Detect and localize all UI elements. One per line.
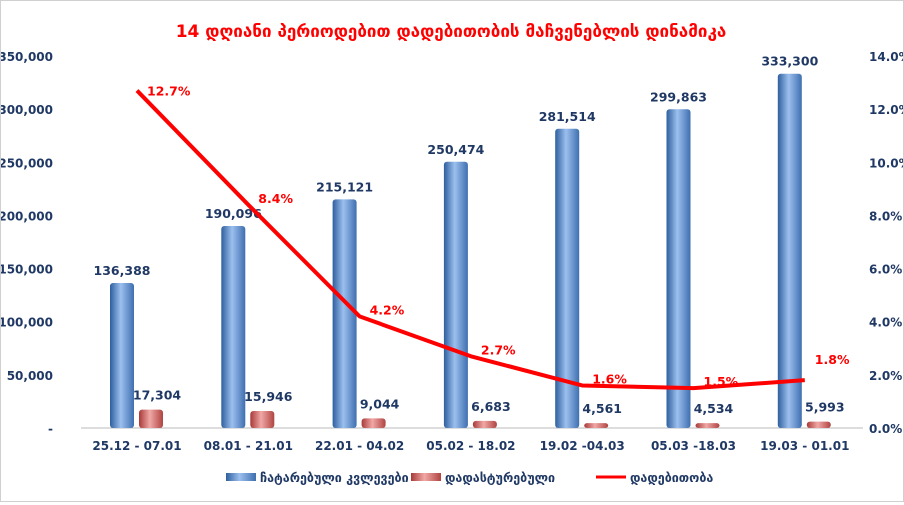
x-tick-label: 05.02 - 18.02 [426,439,515,453]
data-label-tests: 250,474 [427,142,484,157]
y-left-tick-label: 350,000 [1,50,53,64]
y-right-tick-label: 6.0% [869,263,902,277]
bar-tests [221,226,245,428]
y-right-tick-label: 8.0% [869,209,902,223]
data-label-positivity: 2.7% [481,342,516,357]
y-right-tick-label: 12.0% [869,103,903,117]
x-tick-label: 19.02 -04.03 [540,439,625,453]
bar-tests [333,199,357,428]
data-label-positivity: 1.8% [815,352,850,367]
bar-tests [110,283,134,428]
bar-tests [778,74,802,428]
data-label-tests: 333,300 [761,54,818,69]
y-right-tick-label: 14.0% [869,50,903,64]
data-label-tests: 215,121 [316,179,373,194]
y-left-tick-label: 300,000 [1,103,53,117]
data-label-confirmed: 4,534 [694,401,734,416]
bar-confirmed [807,422,831,428]
y-right-tick-label: 2.0% [869,369,902,383]
data-label-confirmed: 4,561 [582,401,622,416]
data-label-confirmed: 15,946 [244,389,293,404]
data-label-confirmed: 9,044 [360,396,400,411]
bar-confirmed [250,411,274,428]
legend-swatch [226,473,256,481]
bar-confirmed [696,423,720,428]
bar-tests [444,162,468,428]
x-tick-label: 19.03 - 01.01 [760,439,849,453]
legend-swatch [411,473,441,481]
data-label-positivity: 1.6% [592,371,627,386]
y-left-tick-label: 250,000 [1,156,53,170]
x-tick-label: 22.01 - 04.02 [315,439,404,453]
chart-title: 14 დღიანი პერიოდებით დადებითობის მაჩვენე… [176,22,727,42]
data-label-positivity: 4.2% [370,302,405,317]
x-tick-label: 25.12 - 07.01 [92,439,181,453]
legend-label: დადებითობა [630,470,713,485]
y-left-tick-label: 100,000 [1,316,53,330]
data-label-positivity: 1.5% [704,374,739,389]
bar-confirmed [362,418,386,428]
legend-label: დადასტურებული [445,470,555,485]
bar-confirmed [584,423,608,428]
data-label-tests: 136,388 [94,263,151,278]
data-label-confirmed: 5,993 [805,400,845,415]
x-tick-label: 05.03 -18.03 [651,439,736,453]
y-left-tick-label: 150,000 [1,263,53,277]
data-label-tests: 281,514 [539,109,596,124]
data-label-tests: 299,863 [650,89,707,104]
legend-label: ჩატარებული კვლევები [260,470,409,485]
y-left-tick-label: 200,000 [1,209,53,223]
bar-confirmed [139,410,163,428]
y-right-tick-label: 0.0% [869,422,902,436]
data-label-positivity: 8.4% [258,191,293,206]
data-label-positivity: 12.7% [147,84,191,99]
bar-tests [667,109,691,428]
data-label-confirmed: 17,304 [133,388,182,403]
y-right-tick-label: 4.0% [869,316,902,330]
x-tick-label: 08.01 - 21.01 [204,439,293,453]
y-right-tick-label: 10.0% [869,156,903,170]
y-left-tick-label: - [48,422,53,436]
bar-confirmed [473,421,497,428]
y-left-tick-label: 50,000 [7,369,53,383]
data-label-confirmed: 6,683 [471,399,511,414]
